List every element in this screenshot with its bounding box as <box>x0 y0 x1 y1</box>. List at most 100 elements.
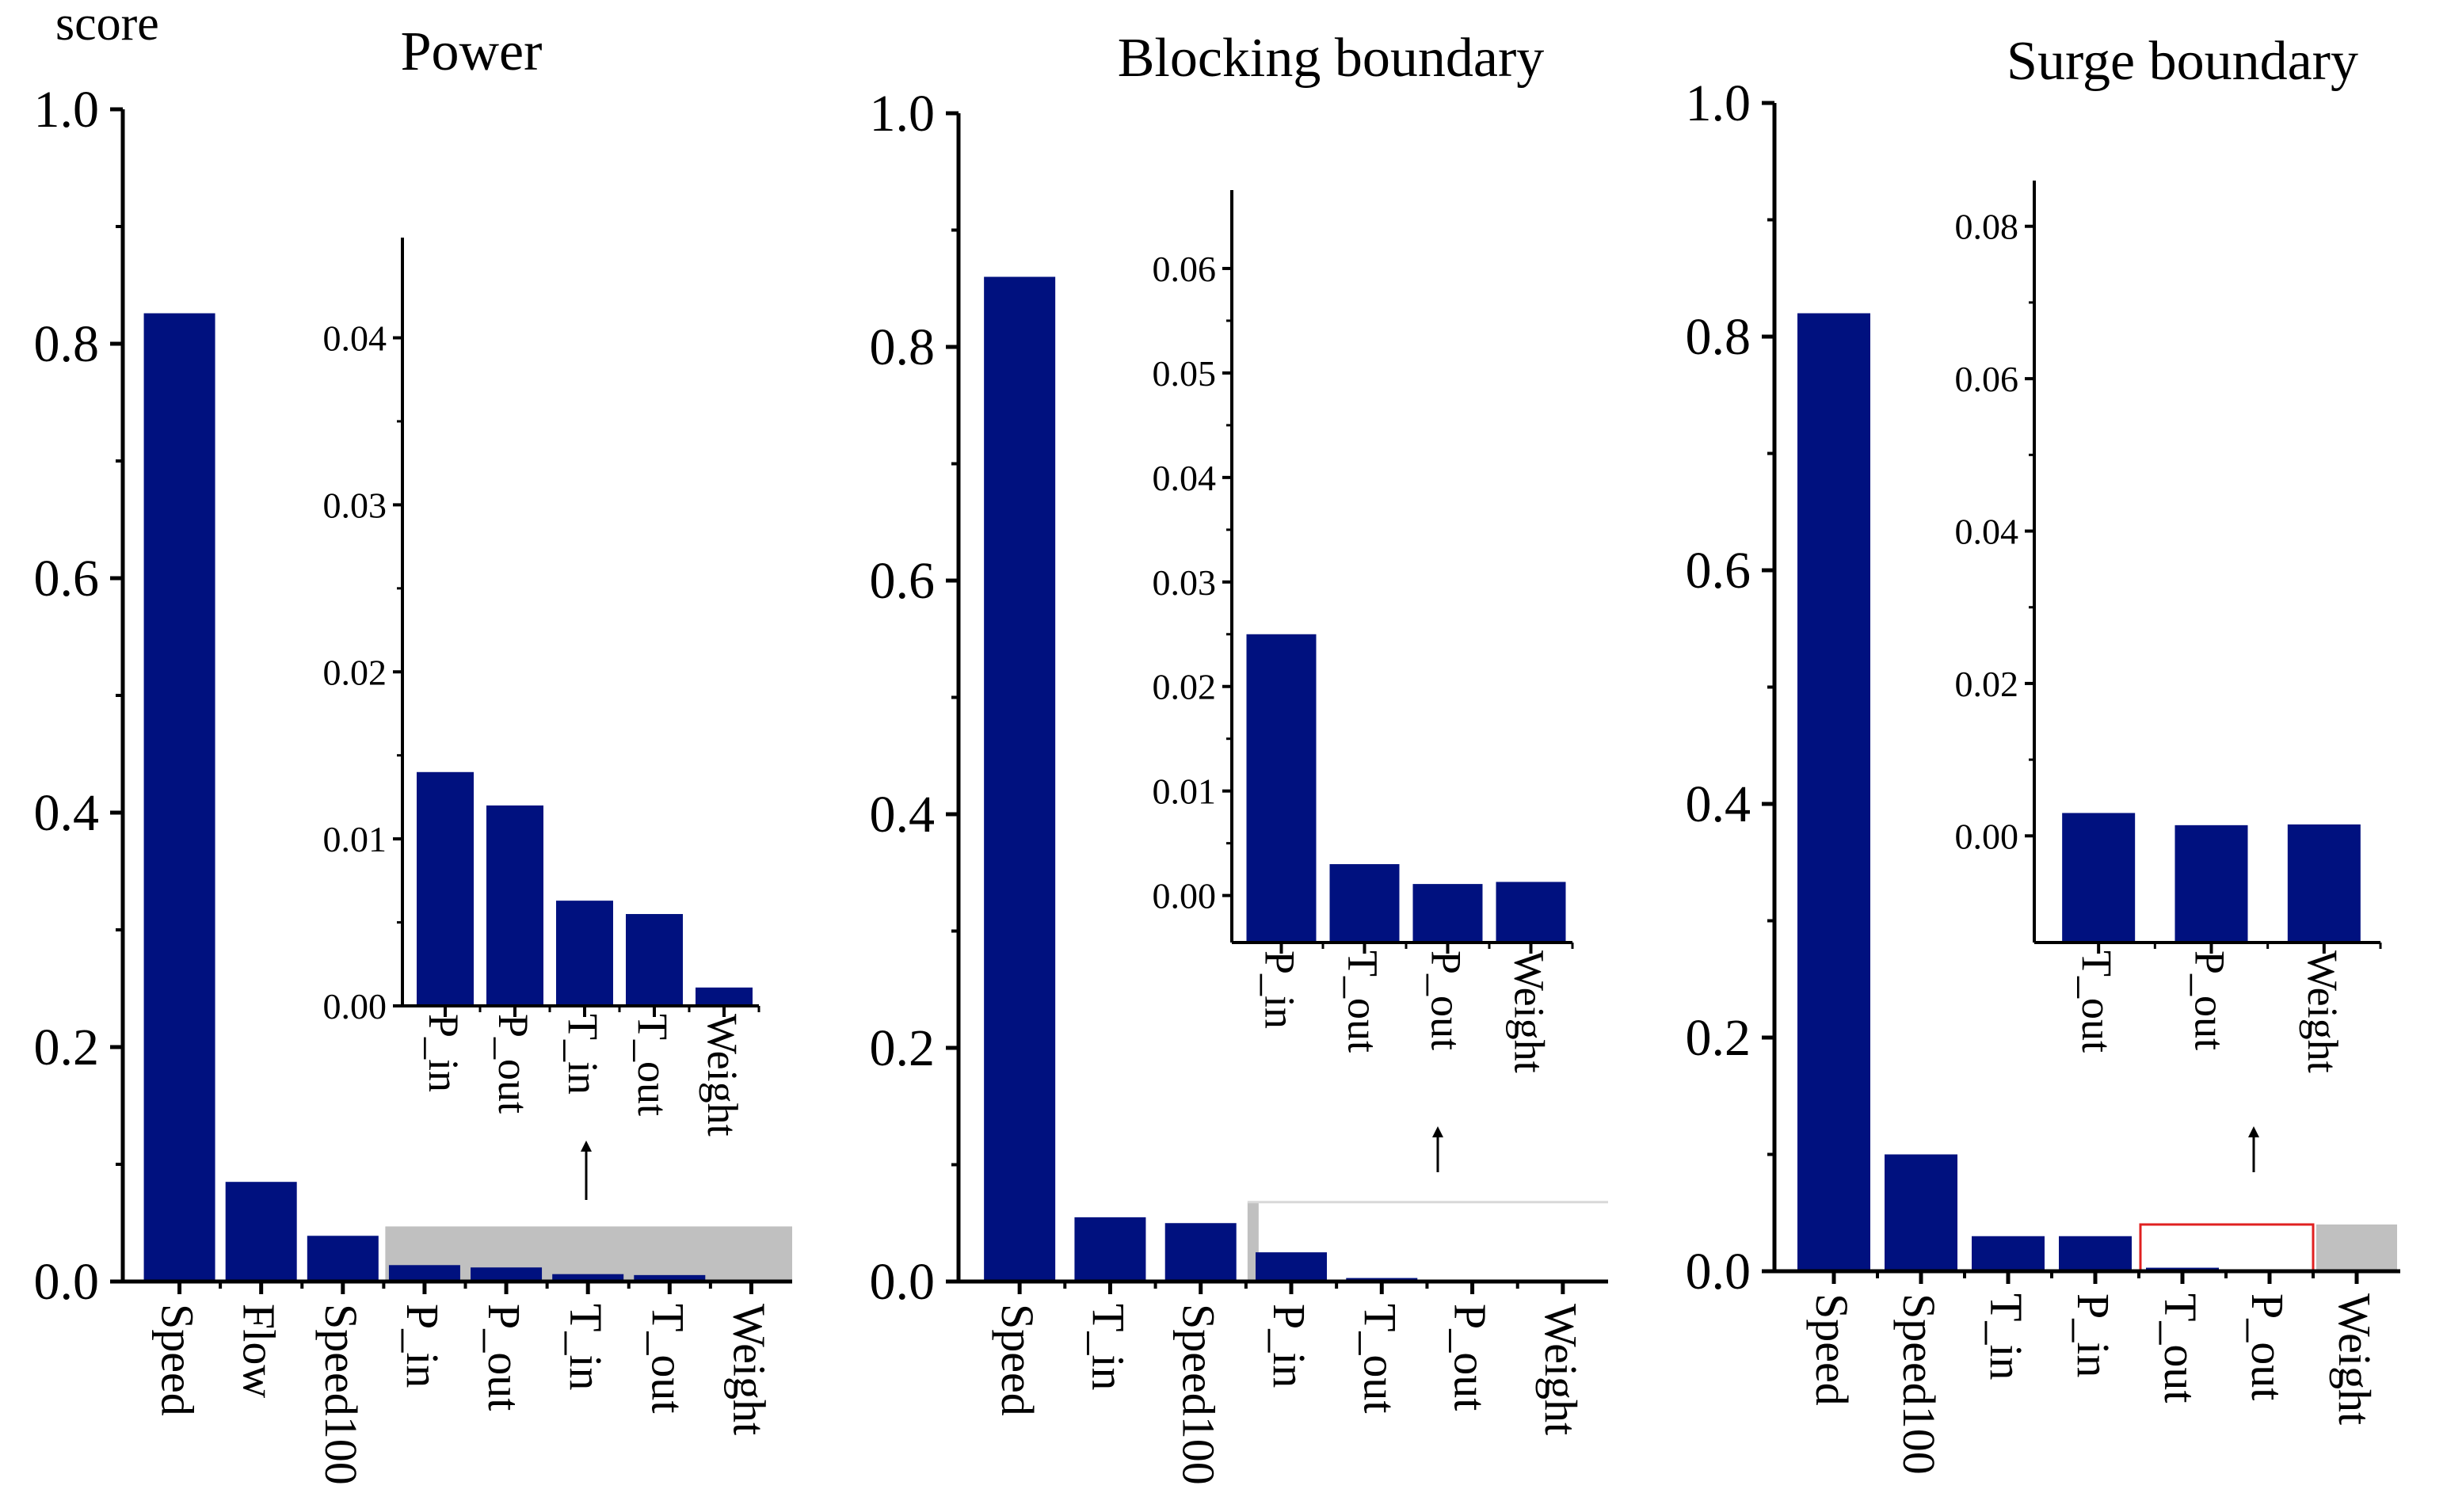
inset-bar-p_out <box>2174 825 2248 943</box>
bar-t_in <box>1074 1217 1146 1282</box>
inset-y-tick-label: 0.00 <box>323 986 387 1026</box>
y-tick-label: 1.0 <box>34 81 100 139</box>
y-tick-label: 0.0 <box>870 1253 936 1311</box>
inset-y-tick-label: 0.04 <box>1955 512 2019 552</box>
chart-blocking: Blocking boundary 1.0 0.8 0.6 0.4 0.2 0.0 Speed… <box>870 28 1608 1485</box>
x-tick-label: P_out <box>2242 1293 2293 1400</box>
inset-y-tick-label: 0.04 <box>323 318 387 359</box>
x-tick-label: Weight <box>2329 1293 2380 1425</box>
highlight-region <box>2316 1224 2397 1271</box>
bar-p_out <box>471 1267 543 1282</box>
inset-y-tick-label: 0.01 <box>1153 771 1217 812</box>
bar-speed <box>984 276 1056 1282</box>
chart-surge: Surge boundary 1.0 0.8 0.6 0.4 0.2 0.0 Speed Spe… <box>1686 31 2400 1475</box>
inset-y-tick-label: 0.02 <box>323 652 387 692</box>
y-tick-label: 0.2 <box>870 1019 936 1077</box>
inset-x-tick-label: T_out <box>1340 950 1387 1053</box>
y-tick-label: 0.6 <box>1686 542 1751 600</box>
inset-blocking: 0.06 0.05 0.04 0.03 0.02 0.01 0.00 P_in T_out P_o… <box>1153 190 1574 1073</box>
inset-bar-t_in <box>556 901 613 1006</box>
inset-bar-weight <box>2287 824 2361 943</box>
x-tick-label: P_in <box>397 1304 448 1388</box>
inset-x-tick-label: P_out <box>490 1014 537 1114</box>
bar-flow <box>225 1182 297 1282</box>
bar-speed100 <box>1885 1154 1957 1271</box>
y-tick-label: 0.4 <box>34 784 100 842</box>
inset-y-tick-label: 0.00 <box>1955 816 2019 856</box>
y-tick-label: 1.0 <box>1686 74 1751 132</box>
y-tick-label: 0.6 <box>34 550 100 607</box>
x-tick-label: Speed <box>992 1304 1043 1416</box>
y-tick-label: 0.2 <box>34 1019 100 1076</box>
chart-title: Power <box>401 21 543 82</box>
inset-bar-p_in <box>1246 634 1317 943</box>
inset-x-tick-label: T_in <box>559 1014 607 1095</box>
x-tick-label: T_in <box>1980 1293 2032 1381</box>
bar-p_in <box>1256 1252 1327 1282</box>
x-tick-label: Weight <box>723 1304 775 1435</box>
bar-speed <box>1797 313 1870 1271</box>
inset-bar-p_out <box>1412 884 1483 943</box>
y-tick-label: 0.8 <box>870 318 936 376</box>
bar-p_in <box>2059 1236 2132 1271</box>
x-tick-label: Speed100 <box>315 1304 367 1485</box>
inset-y-tick-label: 0.05 <box>1153 353 1217 394</box>
bar-t_in <box>1972 1236 2045 1271</box>
callout-arrow-head <box>1432 1126 1443 1137</box>
x-tick-label: Speed100 <box>1893 1293 1945 1475</box>
x-tick-label: T_out <box>1354 1304 1405 1414</box>
x-tick-label: T_in <box>560 1304 612 1391</box>
inset-bar-p_out <box>486 805 543 1006</box>
inset-bar-weight <box>696 987 753 1006</box>
inset-x-tick-label: P_in <box>420 1014 467 1092</box>
highlight-outline <box>2139 1223 2315 1273</box>
y-tick-label: 1.0 <box>870 85 936 143</box>
inset-x-tick-label: Weight <box>2299 950 2346 1073</box>
inset-x-tick-label: Weight <box>699 1014 746 1137</box>
inset-x-tick-label: P_out <box>1423 950 1470 1050</box>
inset-x-tick-label: T_out <box>629 1014 677 1116</box>
bar-speed100 <box>307 1236 379 1282</box>
x-tick-label: P_out <box>1445 1304 1496 1411</box>
x-tick-label: T_out <box>2155 1293 2206 1403</box>
x-tick-label: Speed <box>1806 1293 1858 1406</box>
inset-power: 0.04 0.03 0.02 0.01 0.00 P_in P_out T_in T_out We… <box>323 238 760 1137</box>
inset-y-tick-label: 0.02 <box>1153 667 1217 707</box>
inset-y-tick-label: 0.03 <box>323 485 387 525</box>
inset-bar-t_out <box>626 914 683 1006</box>
callout-arrow-head <box>2248 1126 2259 1137</box>
inset-y-tick-label: 0.01 <box>323 819 387 859</box>
inset-surge: 0.08 0.06 0.04 0.02 0.00 T_out P_out Weight <box>1955 181 2382 1073</box>
inset-y-tick-label: 0.02 <box>1955 664 2019 704</box>
x-tick-label: Flow <box>234 1304 285 1398</box>
charts-layer: Power 1.0 0.8 0.6 0.4 0.2 0.0 Speed Flow Speed100… <box>34 21 2400 1485</box>
bar-t_in <box>552 1274 624 1282</box>
x-tick-label: P_in <box>1264 1304 1315 1388</box>
chart-power: Power 1.0 0.8 0.6 0.4 0.2 0.0 Speed Flow Speed100… <box>34 21 792 1485</box>
inset-x-tick-label: Weight <box>1506 950 1553 1073</box>
y-tick-label: 0.2 <box>1686 1009 1751 1067</box>
x-tick-label: T_in <box>1082 1304 1134 1391</box>
y-tick-label: 0.4 <box>1686 775 1751 833</box>
inset-x-tick-label: T_out <box>2073 950 2121 1053</box>
y-axis-label: score <box>55 0 159 51</box>
chart-title: Surge boundary <box>2007 31 2358 92</box>
bar-speed <box>143 313 215 1282</box>
x-tick-label: P_out <box>478 1304 530 1411</box>
inset-bar-weight <box>1496 882 1566 943</box>
inset-y-tick-label: 0.06 <box>1955 359 2019 399</box>
x-tick-label: P_in <box>2068 1293 2119 1377</box>
x-tick-label: Speed <box>152 1304 204 1416</box>
inset-x-tick-label: P_in <box>1256 950 1304 1029</box>
x-tick-label: T_out <box>642 1304 693 1414</box>
inset-bar-p_in <box>417 771 474 1006</box>
inset-x-tick-label: P_out <box>2186 950 2234 1050</box>
y-tick-label: 0.8 <box>34 315 100 373</box>
y-tick-label: 0.6 <box>870 552 936 610</box>
x-tick-label: Speed100 <box>1173 1304 1225 1485</box>
y-tick-label: 0.4 <box>870 786 936 844</box>
chart-title: Blocking boundary <box>1118 28 1545 89</box>
x-tick-label: Weight <box>1535 1304 1587 1435</box>
